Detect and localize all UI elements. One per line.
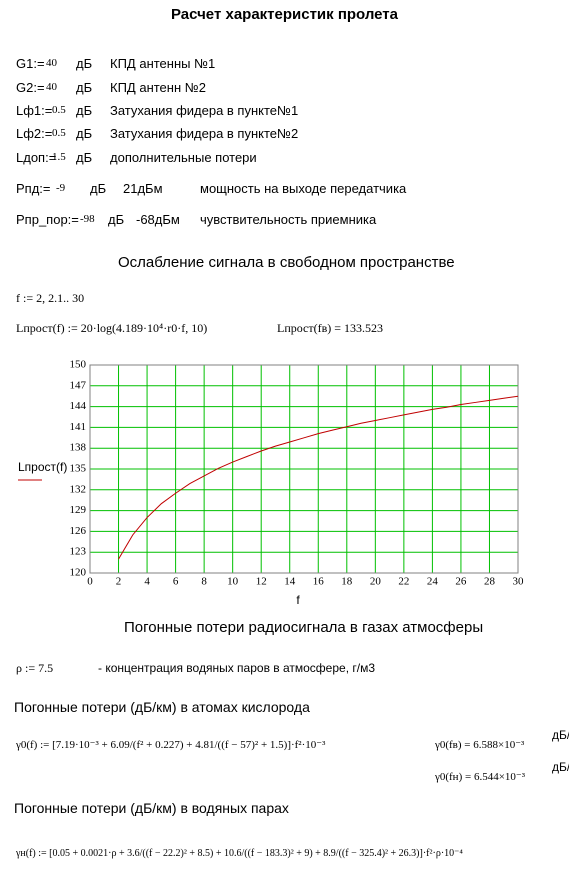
x-tick-label: 14 [284, 576, 296, 588]
water-formula: γн(f) := [0.05 + 0.0021·ρ + 3.6/((f − 22… [16, 848, 463, 859]
param-desc: Затухания фидера в пункте№2 [110, 126, 299, 141]
x-tick-label: 22 [398, 576, 409, 588]
param-value: 0.5 [52, 104, 66, 116]
rho-definition: ρ := 7.5 [16, 661, 54, 675]
y-tick-label: 135 [70, 463, 87, 475]
x-tick-label: 30 [513, 576, 525, 588]
y-tick-label: 126 [70, 525, 87, 537]
param-unit: дБ [76, 150, 93, 165]
param-label: Pпд:= [16, 181, 51, 196]
param-unit: дБ [76, 56, 93, 71]
oxygen-heading: Погонные потери (дБ/км) в атомах кислоро… [14, 699, 310, 715]
x-tick-label: 24 [427, 576, 439, 588]
param-desc: КПД антенны №1 [110, 56, 216, 71]
param-value: -9 [56, 182, 66, 194]
x-tick-label: 12 [256, 576, 267, 588]
rho-description: - концентрация водяных паров в атмосфере… [98, 661, 376, 675]
param-value: 1.5 [52, 151, 66, 163]
param-unit: дБ [90, 181, 107, 196]
param-label: Lдоп:= [16, 150, 57, 165]
param-label: Lф2:= [16, 126, 53, 141]
result: Lпрост(fв) = 133.523 [277, 321, 384, 335]
data-line [118, 395, 519, 560]
param-unit: дБ [108, 212, 125, 227]
y-tick-label: 132 [70, 483, 87, 495]
x-tick-label: 18 [341, 576, 353, 588]
param-unit: дБ [76, 103, 93, 118]
x-axis-label: f [296, 593, 300, 607]
param-label: G1:= [16, 56, 45, 71]
param-extra: 21дБм [123, 181, 163, 196]
y-tick-label: 129 [70, 504, 87, 516]
x-tick-label: 6 [173, 576, 179, 588]
oxygen-formula: γ0(f) := [7.19·10⁻³ + 6.09/(f² + 0.227) … [16, 739, 326, 751]
y-tick-label: 123 [70, 546, 87, 558]
water-heading: Погонные потери (дБ/км) в водяных парах [14, 800, 289, 816]
x-tick-label: 10 [227, 576, 239, 588]
oxygen-result: γ0(fн) = 6.544×10⁻³ [435, 771, 525, 783]
x-tick-label: 8 [201, 576, 207, 588]
y-tick-label: 138 [70, 442, 87, 454]
param-desc: чувствительность приемника [200, 212, 377, 227]
oxygen-result: γ0(fв) = 6.588×10⁻³ [435, 739, 525, 751]
section-heading: Ослабление сигнала в свободном пространс… [118, 254, 455, 271]
param-desc: Затухания фидера в пункте№1 [110, 103, 299, 118]
result-unit: дБ/км [552, 728, 569, 742]
param-unit: дБ [76, 80, 93, 95]
y-axis-label: Lпрост(f) [18, 460, 67, 474]
param-value: 0.5 [52, 127, 66, 139]
section-heading: Погонные потери радиосигнала в газах атм… [124, 619, 484, 636]
param-label: Lф1:= [16, 103, 53, 118]
title: Расчет характеристик пролета [171, 6, 398, 23]
param-value: 40 [46, 57, 57, 69]
formula: Lпрост(f) := 20·log(4.189·10⁴·r0·f, 10) [16, 321, 208, 335]
y-tick-label: 144 [70, 400, 87, 412]
param-label: Pпр_пор:= [16, 212, 79, 227]
x-tick-label: 28 [484, 576, 496, 588]
param-desc: мощность на выходе передатчика [200, 181, 407, 196]
y-tick-label: 120 [70, 567, 87, 579]
param-desc: дополнительные потери [110, 150, 257, 165]
x-tick-label: 20 [370, 576, 382, 588]
range-definition: f := 2, 2.1.. 30 [16, 291, 85, 305]
x-tick-label: 0 [87, 576, 93, 588]
param-value: -98 [80, 213, 95, 225]
result-unit: дБ/км [552, 760, 569, 774]
x-tick-label: 26 [455, 576, 467, 588]
param-value: 40 [46, 81, 57, 93]
plot-frame [89, 364, 519, 574]
param-extra: -68дБм [136, 212, 180, 227]
param-label: G2:= [16, 80, 45, 95]
param-unit: дБ [76, 126, 93, 141]
x-tick-label: 2 [116, 576, 122, 588]
x-tick-label: 4 [144, 576, 150, 588]
param-desc: КПД антенн №2 [110, 80, 206, 95]
y-tick-label: 147 [70, 379, 87, 391]
y-tick-label: 141 [70, 421, 87, 433]
y-tick-label: 150 [70, 359, 87, 371]
x-tick-label: 16 [313, 576, 325, 588]
